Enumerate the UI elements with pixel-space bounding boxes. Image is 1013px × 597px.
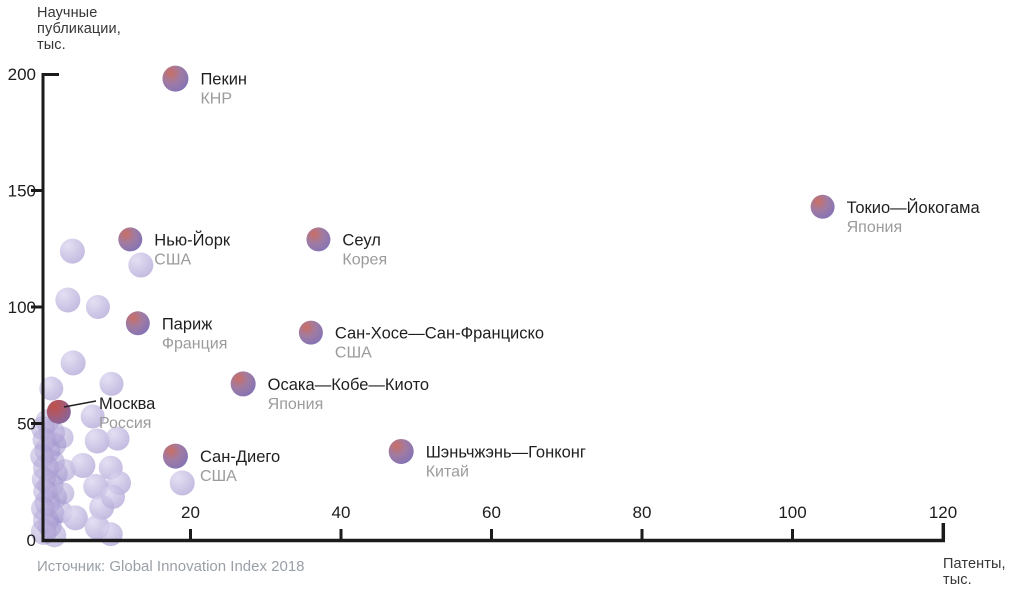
background-bubble	[51, 426, 74, 449]
city-label: Сан-Диего	[200, 448, 280, 466]
country-label: США	[154, 251, 191, 268]
x-axis-title: Патенты, тыс.	[943, 556, 1006, 588]
city-bubble	[230, 371, 256, 397]
background-bubble	[55, 287, 81, 313]
background-bubble	[62, 505, 88, 531]
city-bubble	[46, 399, 71, 424]
background-bubble	[98, 522, 123, 547]
background-bubble	[70, 452, 96, 478]
city-label: Токио—Йокогама	[847, 198, 981, 217]
city-bubble	[810, 194, 835, 219]
y-tick-label: 200	[8, 65, 36, 84]
y-axis-title-line: Научные	[37, 5, 98, 21]
y-axis-title-line: тыс.	[37, 37, 66, 53]
country-label: Япония	[268, 396, 324, 413]
background-bubble	[42, 523, 67, 548]
x-tick-label: 20	[181, 503, 200, 522]
background-bubble	[84, 428, 110, 454]
source-note: Источник: Global Innovation Index 2018	[37, 558, 305, 575]
city-label: Париж	[162, 315, 212, 333]
country-label: США	[335, 345, 372, 362]
moscow-callout-line	[63, 400, 97, 408]
country-label: Япония	[847, 219, 903, 236]
y-tick-label: 0	[27, 531, 36, 550]
country-label: США	[200, 468, 237, 485]
y-tick-label: 50	[17, 415, 36, 434]
y-axis-title: Научные публикации, тыс.	[37, 5, 121, 53]
background-bubble	[85, 295, 110, 319]
x-tick-label: 100	[778, 503, 806, 522]
x-axis-title-line: тыс.	[943, 572, 972, 588]
background-bubble	[80, 404, 105, 429]
y-tick-label: 100	[8, 298, 36, 317]
city-label: Сан-Хосе—Сан-Франциско	[335, 325, 544, 343]
city-bubble	[118, 227, 143, 252]
city-bubble	[388, 438, 414, 464]
country-label: Китай	[426, 463, 469, 480]
city-bubble	[162, 65, 189, 92]
background-bubble	[99, 371, 124, 396]
background-bubble	[100, 484, 125, 509]
city-label: Осака—Кобе—Киото	[268, 376, 429, 394]
city-bubble	[306, 227, 331, 252]
x-tick-label: 120	[929, 503, 957, 522]
city-label: Пекин	[200, 71, 247, 89]
country-label: Франция	[162, 335, 228, 352]
city-label: Нью-Йорк	[154, 230, 231, 249]
country-label: Корея	[342, 251, 387, 268]
city-label: Сеул	[342, 231, 380, 249]
x-tick-label: 80	[633, 503, 652, 522]
x-axis-title-line: Патенты,	[943, 556, 1006, 572]
background-bubble	[105, 426, 130, 451]
background-bubble	[60, 350, 86, 376]
background-bubble	[53, 459, 76, 482]
city-bubble	[125, 311, 150, 336]
background-bubble	[59, 238, 85, 264]
background-bubble	[169, 470, 195, 496]
x-tick-label: 40	[332, 503, 351, 522]
city-bubble	[298, 320, 323, 345]
city-bubble	[162, 443, 188, 469]
x-tick-label: 60	[482, 503, 501, 522]
y-tick-label: 150	[8, 182, 36, 201]
y-axis-title-line: публикации,	[37, 21, 121, 37]
background-bubble	[39, 376, 64, 401]
country-label: Россия	[99, 415, 151, 432]
city-label: Шэньчжэнь—Гонконг	[426, 443, 586, 461]
country-label: КНР	[200, 91, 232, 108]
city-label: Москва	[99, 395, 156, 413]
background-bubble	[52, 482, 75, 505]
background-bubble	[128, 252, 154, 278]
